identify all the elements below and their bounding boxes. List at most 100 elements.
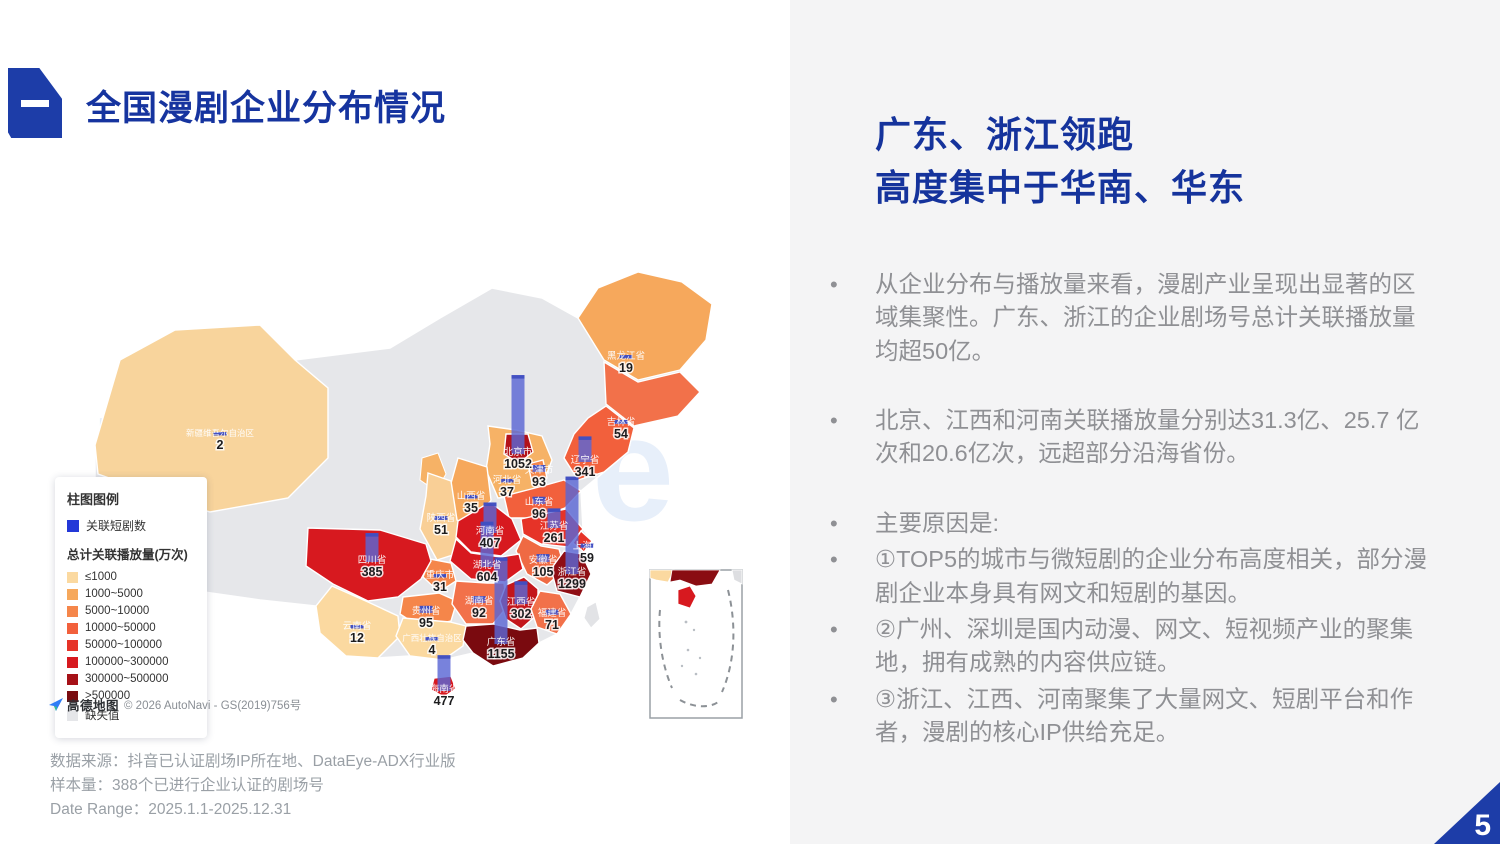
legend-class-label: 1000~5000 xyxy=(85,588,143,600)
province-value-label: 96 xyxy=(532,507,546,521)
legend-class-swatch xyxy=(67,588,78,600)
amap-logo-label: 高德地图 xyxy=(67,699,120,713)
province-name-label: 山东省 xyxy=(525,496,554,508)
analysis-bullet: 从企业分布与播放量来看，漫剧产业呈现出显著的区域集聚性。广东、浙江的企业剧场号总… xyxy=(828,268,1428,368)
legend-class-label: 300000~500000 xyxy=(85,673,169,685)
province-bar xyxy=(578,436,592,462)
legend-class-swatch xyxy=(67,622,78,634)
amap-logo-icon xyxy=(48,697,64,712)
province-name-label: 福建省 xyxy=(538,607,567,619)
province-bar xyxy=(480,521,494,567)
province-bar xyxy=(536,554,550,562)
legend-class-row: 300000~500000 xyxy=(67,673,195,685)
province-bar xyxy=(419,605,433,613)
analysis-bullets: 从企业分布与播放量来看，漫剧产业呈现出显著的区域集聚性。广东、浙江的企业剧场号总… xyxy=(828,268,1428,752)
china-map-svg: DataEye 新疆维吾尔自治区2黑龙江省19吉林省54辽宁省341河北省37北… xyxy=(90,271,743,719)
province-shape xyxy=(603,360,701,427)
province-name-label: 广西壮族自治区 xyxy=(402,633,462,643)
province-value-label: 93 xyxy=(532,475,546,489)
province-value-label: 19 xyxy=(619,361,633,375)
province-name-label: 新疆维吾尔自治区 xyxy=(186,428,255,438)
province-name-label: 云南省 xyxy=(343,620,372,632)
section-marker-dash xyxy=(21,100,49,107)
south-china-sea-inset xyxy=(649,569,743,719)
province-name-label: 重庆市 xyxy=(426,569,455,581)
province-value-label: 51 xyxy=(434,523,448,537)
legend-choropleth-title: 总计关联播放量(万次) xyxy=(67,548,188,562)
legend-class-swatch xyxy=(67,571,78,583)
legend-class-row: 缺失值 xyxy=(67,707,195,723)
china-map: DataEye 新疆维吾尔自治区2黑龙江省19吉林省54辽宁省341河北省37北… xyxy=(60,230,760,750)
province-bar xyxy=(494,557,508,644)
province-value-label: 302 xyxy=(511,607,532,621)
analysis-bullet: ①TOP5的城市与微短剧的企业分布高度相关，部分漫剧企业本身具有网文和短剧的基因… xyxy=(828,543,1428,610)
legend-class-label: 10000~50000 xyxy=(85,622,156,634)
legend-class-row: 10000~50000 xyxy=(67,622,195,634)
province-name-label: 贵州省 xyxy=(412,605,441,617)
page-number: 5 xyxy=(1474,809,1491,842)
province-value-label: 59 xyxy=(580,551,594,565)
province-name-label: 辽宁省 xyxy=(571,454,600,466)
province-name-label: 上海市 xyxy=(573,540,602,552)
analysis-bullet: 主要原因是: xyxy=(828,507,1428,540)
province-value-label: 261 xyxy=(544,531,565,545)
legend-bar-section-title: 柱图图例 xyxy=(67,492,120,507)
map-attribution: 高德地图 © 2026 AutoNavi - GS(2019)756号 xyxy=(48,695,301,714)
province-value-label: 341 xyxy=(575,465,596,479)
province-shape xyxy=(305,527,432,602)
page-title: 全国漫剧企业分布情况 xyxy=(86,89,447,128)
province-name-label: 天津市 xyxy=(525,464,554,476)
legend-class-row: 50000~100000 xyxy=(67,639,195,651)
legend-class-row: 100000~300000 xyxy=(67,656,195,668)
analysis-bullet: ②广州、深圳是国内动漫、网文、短视频产业的聚集地，拥有成熟的内容供应链。 xyxy=(828,613,1428,680)
province-bar xyxy=(437,655,451,691)
province-value-label: 4 xyxy=(429,643,436,657)
province-value-label: 2 xyxy=(217,438,224,452)
analysis-bullet: ③浙江、江西、河南聚集了大量网文、短剧平台和作者，漫剧的核心IP供给充足。 xyxy=(828,683,1428,750)
province-bar xyxy=(514,581,528,604)
legend-classes: ≤1000 1000~5000 5000~10000 10000~50000 50000… xyxy=(67,571,195,723)
province-value-label: 407 xyxy=(480,536,501,550)
province-name-label: 浙江省 xyxy=(558,566,587,578)
province-name-label: 河北省 xyxy=(493,474,522,486)
province-name-label: 吉林省 xyxy=(607,416,636,428)
analysis-heading-line1: 广东、浙江领跑 xyxy=(875,114,1135,155)
analysis-heading-line2: 高度集中于华南、华东 xyxy=(875,167,1246,208)
province-name-label: 河南省 xyxy=(476,525,505,537)
province-name-label: 四川省 xyxy=(358,554,387,566)
province-value-label: 1052 xyxy=(504,457,532,471)
province-value-label: 385 xyxy=(362,565,383,579)
bar-legend-label: 关联短剧数 xyxy=(86,519,147,533)
province-value-label: 54 xyxy=(614,427,628,441)
province-name-label: 北京市 xyxy=(504,446,533,458)
sample-size-line: 样本量：388个已进行企业认证的剧场号 xyxy=(50,777,324,794)
legend-class-label: >500000 xyxy=(85,690,131,702)
legend-class-label: 50000~100000 xyxy=(85,639,163,651)
legend-class-swatch xyxy=(67,690,78,702)
province-name-label: 湖北省 xyxy=(473,559,502,571)
province-value-label: 1155 xyxy=(487,647,514,661)
date-range-line: Date Range：2025.1.1-2025.12.31 xyxy=(50,801,292,818)
legend-class-swatch xyxy=(67,639,78,651)
section-marker xyxy=(8,68,62,138)
province-bars xyxy=(213,355,633,691)
province-name-label: 山西省 xyxy=(457,490,486,502)
province-name-label: 海南省 xyxy=(430,683,459,695)
legend-class-label: 缺失值 xyxy=(85,710,120,722)
footer-sources: 数据来源：抖音已认证剧场IP所在地、DataEye-ADX行业版 样本量：388… xyxy=(50,750,456,822)
province-shape xyxy=(315,585,401,659)
analysis-panel: 广东、浙江领跑 高度集中于华南、华东 从企业分布与播放量来看，漫剧产业呈现出显著… xyxy=(790,0,1500,844)
legend-class-row: 5000~10000 xyxy=(67,605,195,617)
province-name-label: 陕西省 xyxy=(427,512,456,524)
province-bar xyxy=(511,375,525,454)
province-value-label: 604 xyxy=(477,570,498,584)
map-legend: 柱图图例 关联短剧数 总计关联播放量(万次) ≤1000 1000~5000 500… xyxy=(55,477,207,738)
map-copyright: © 2026 AutoNavi - GS(2019)756号 xyxy=(124,699,302,712)
province-name-label: 黑龙江省 xyxy=(607,350,645,362)
legend-class-swatch xyxy=(67,656,78,668)
data-source-line: 数据来源：抖音已认证剧场IP所在地、DataEye-ADX行业版 xyxy=(50,753,456,770)
legend-class-row: >500000 xyxy=(67,690,195,702)
province-value-label: 92 xyxy=(472,606,486,620)
